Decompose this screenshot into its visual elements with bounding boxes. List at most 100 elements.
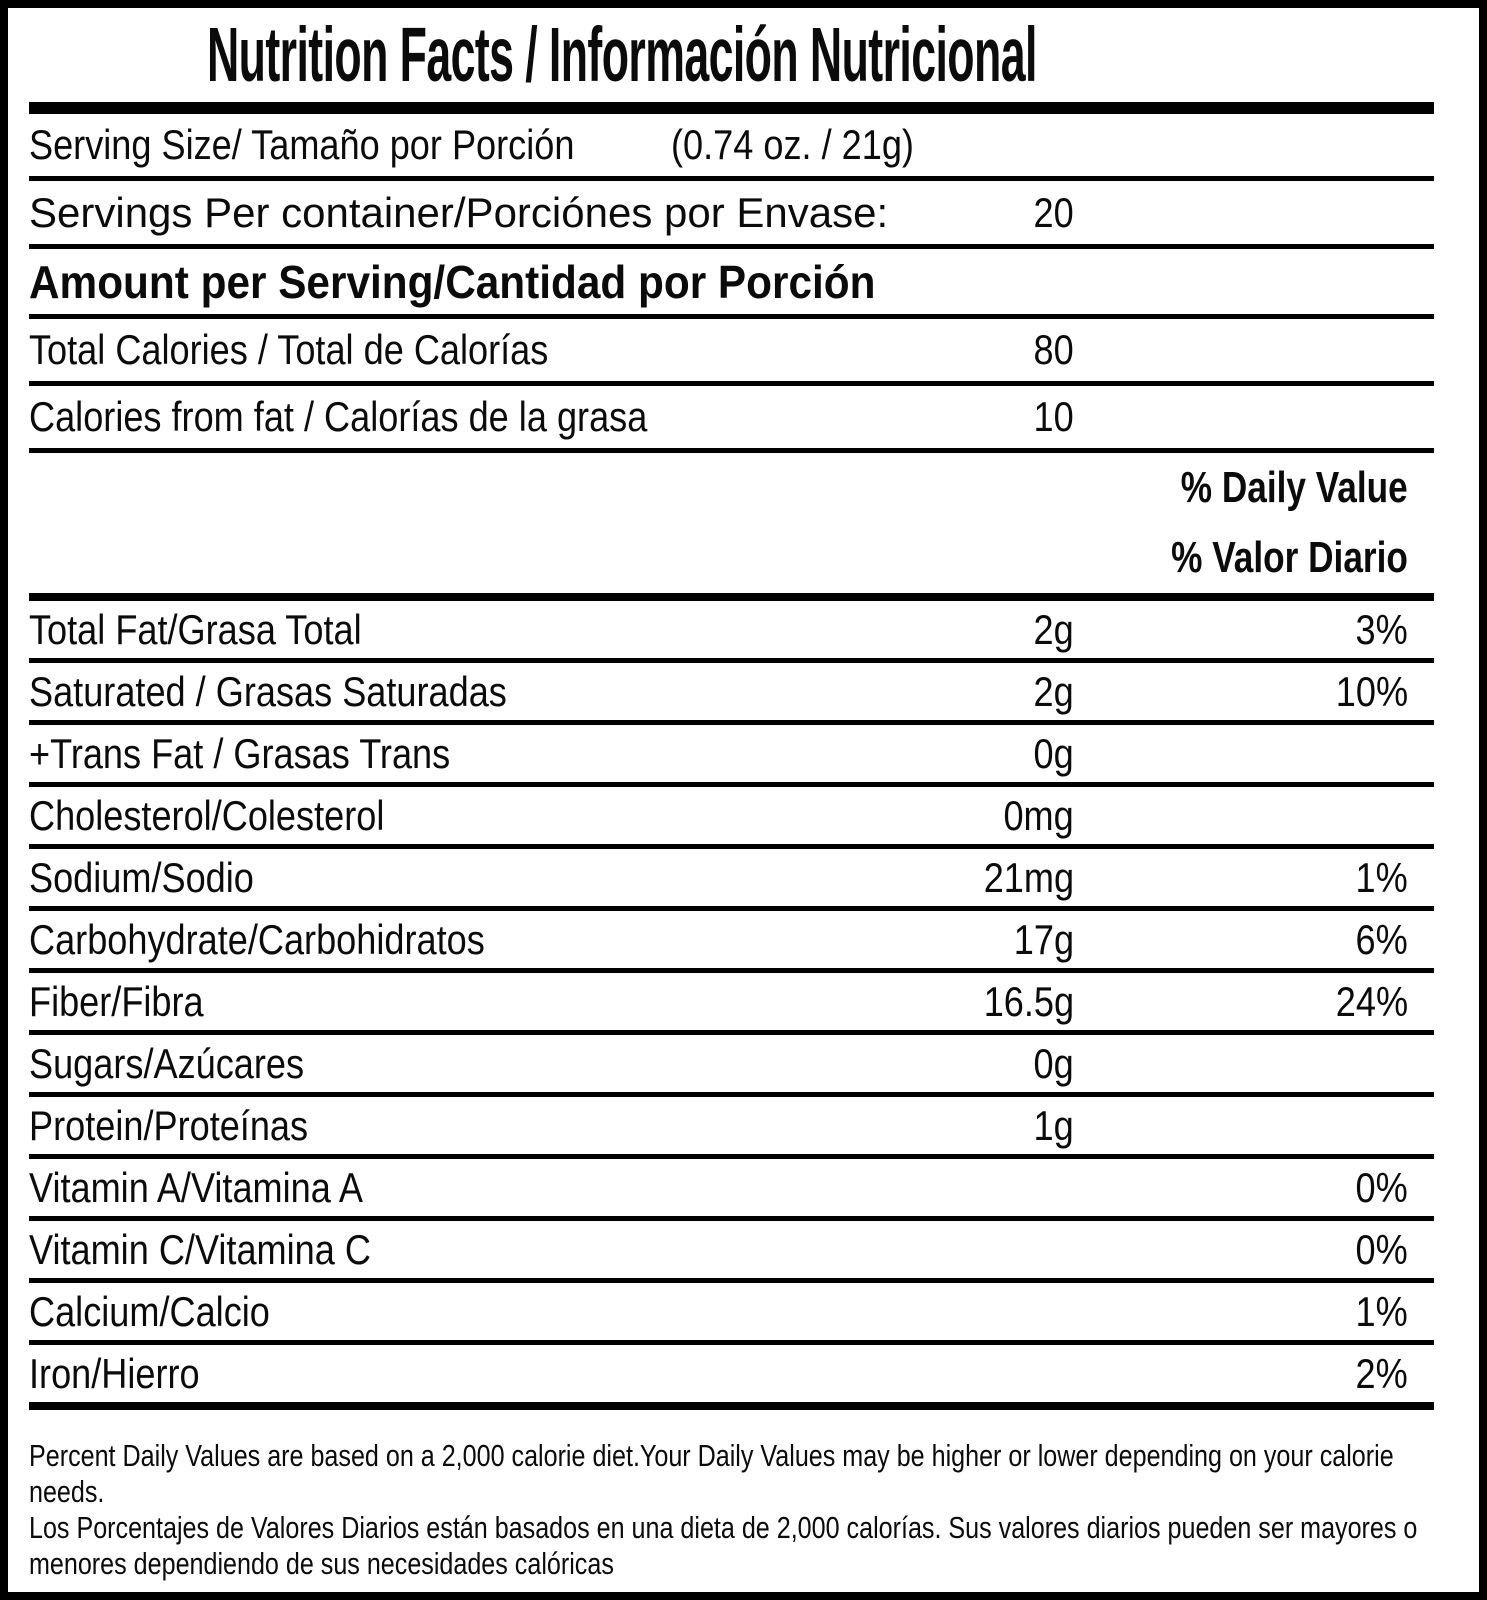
- nutrient-dv-cell: 1%: [1074, 854, 1434, 902]
- calories-from-fat-value: 10: [1033, 393, 1074, 440]
- footnote-english: Percent Daily Values are based on a 2,00…: [29, 1438, 1394, 1509]
- calories-from-fat-label: Calories from fat / Calorías de la grasa: [29, 393, 648, 440]
- total-calories-row: Total Calories / Total de Calorías 80: [29, 319, 1434, 381]
- nutrient-label: Total Fat/Grasa Total: [29, 605, 362, 653]
- nutrient-dv-cell: 1%: [1074, 1288, 1434, 1336]
- nutrient-dv: 0%: [1355, 1225, 1408, 1273]
- nutrient-amount-cell: [874, 1303, 1074, 1321]
- nutrient-amount-cell: [874, 1365, 1074, 1383]
- servings-per-container-value: 20: [1033, 188, 1074, 236]
- total-calories-label: Total Calories / Total de Calorías: [29, 326, 549, 373]
- nutrient-row: Iron/Hierro 2%: [29, 1345, 1434, 1402]
- nutrient-row: Total Fat/Grasa Total 2g 3%: [29, 601, 1434, 658]
- row-divider: [29, 314, 1434, 319]
- nutrient-label-cell: Sugars/Azúcares: [29, 1040, 874, 1088]
- nutrient-amount-cell: 16.5g: [874, 978, 1074, 1026]
- nutrients-table: Total Fat/Grasa Total 2g 3% Saturated / …: [29, 601, 1434, 1402]
- row-divider: [29, 658, 1434, 663]
- label-title: Nutrition Facts / Información Nutriciona…: [207, 11, 1037, 98]
- nutrient-row: Carbohydrate/Carbohidratos 17g 6%: [29, 911, 1434, 968]
- nutrient-amount: 16.5g: [983, 977, 1074, 1025]
- nutrient-row: Sodium/Sodio 21mg 1%: [29, 849, 1434, 906]
- row-divider: [29, 1216, 1434, 1221]
- nutrient-dv-cell: 24%: [1074, 978, 1434, 1026]
- nutrient-row: Fiber/Fibra 16.5g 24%: [29, 973, 1434, 1030]
- nutrient-row: Saturated / Grasas Saturadas 2g 10%: [29, 663, 1434, 720]
- nutrient-amount-cell: 2g: [874, 606, 1074, 654]
- nutrient-label-cell: Saturated / Grasas Saturadas: [29, 668, 874, 716]
- servings-per-container-row: Servings Per container/Porciónes por Env…: [29, 181, 1434, 244]
- nutrient-amount: 17g: [1013, 915, 1074, 963]
- nutrient-amount-cell: 1g: [874, 1102, 1074, 1150]
- header-divider-bar: [29, 102, 1434, 114]
- nutrient-label-cell: Vitamin C/Vitamina C: [29, 1226, 874, 1274]
- nutrient-dv-cell: 3%: [1074, 606, 1434, 654]
- serving-size-label: Serving Size/ Tamaño por Porción: [29, 121, 575, 168]
- nutrient-label: Sugars/Azúcares: [29, 1039, 305, 1087]
- nutrient-amount: 0mg: [1003, 791, 1074, 839]
- nutrient-label-cell: Iron/Hierro: [29, 1350, 874, 1398]
- nutrient-dv-cell: 0%: [1074, 1226, 1434, 1274]
- nutrient-amount: 0g: [1033, 1039, 1074, 1087]
- nutrient-label: Protein/Proteínas: [29, 1101, 309, 1149]
- nutrient-dv-cell: 10%: [1074, 668, 1434, 716]
- nutrient-row: Vitamin C/Vitamina C 0%: [29, 1221, 1434, 1278]
- nutrient-amount: 2g: [1033, 605, 1074, 653]
- nutrient-label: Sodium/Sodio: [29, 853, 254, 901]
- nutrient-dv: 1%: [1355, 1287, 1408, 1335]
- nutrient-label: Cholesterol/Colesterol: [29, 791, 385, 839]
- nutrient-amount-cell: 2g: [874, 668, 1074, 716]
- total-calories-amount: 80: [874, 326, 1074, 374]
- nutrient-row: +Trans Fat / Grasas Trans 0g: [29, 725, 1434, 782]
- nutrient-amount-cell: 0g: [874, 1040, 1074, 1088]
- amount-per-serving-cell: Amount per Serving/Cantidad por Porción: [29, 255, 1434, 309]
- nutrient-dv: 6%: [1355, 915, 1408, 963]
- row-divider: [29, 1154, 1434, 1159]
- nutrient-amount-cell: 17g: [874, 916, 1074, 964]
- nutrient-amount: 1g: [1033, 1101, 1074, 1149]
- nutrient-dv-cell: [1074, 1117, 1434, 1135]
- nutrient-dv-cell: 0%: [1074, 1164, 1434, 1212]
- nutrient-row: Cholesterol/Colesterol 0mg: [29, 787, 1434, 844]
- total-calories-value: 80: [1033, 326, 1074, 373]
- nutrient-dv: 10%: [1335, 667, 1408, 715]
- nutrient-dv: 0%: [1355, 1163, 1408, 1211]
- nutrient-label: Calcium/Calcio: [29, 1287, 270, 1335]
- nutrient-amount: 2g: [1033, 667, 1074, 715]
- nutrient-dv-cell: 2%: [1074, 1350, 1434, 1398]
- row-divider: [29, 448, 1434, 453]
- row-divider: [29, 968, 1434, 973]
- row-divider: [29, 1278, 1434, 1283]
- nutrient-label: Carbohydrate/Carbohidratos: [29, 915, 485, 963]
- nutrient-dv: 1%: [1355, 853, 1408, 901]
- nutrient-label: Vitamin C/Vitamina C: [29, 1225, 371, 1273]
- row-divider: [29, 720, 1434, 725]
- daily-value-heading-en: % Daily Value: [1181, 463, 1408, 512]
- nutrient-dv: 3%: [1355, 605, 1408, 653]
- nutrient-label: +Trans Fat / Grasas Trans: [29, 729, 451, 777]
- nutrient-amount-cell: [874, 1179, 1074, 1197]
- daily-value-heading-es: % Valor Diario: [1171, 533, 1408, 582]
- nutrient-dv-cell: 6%: [1074, 916, 1434, 964]
- nutrient-amount-cell: 21mg: [874, 854, 1074, 902]
- servings-per-container-amount: 20: [874, 189, 1074, 237]
- nutrient-label-cell: Protein/Proteínas: [29, 1102, 874, 1150]
- row-divider: [29, 844, 1434, 849]
- section-divider-thick: [29, 1402, 1434, 1410]
- serving-size-cell: Serving Size/ Tamaño por Porción (0.74 oz…: [29, 121, 1434, 169]
- label-header: Nutrition Facts / Información Nutriciona…: [29, 8, 1434, 102]
- nutrient-row: Vitamin A/Vitamina A 0%: [29, 1159, 1434, 1216]
- nutrient-amount-cell: 0mg: [874, 792, 1074, 840]
- nutrient-amount: 0g: [1033, 729, 1074, 777]
- daily-value-heading-block: % Daily Value % Valor Diario: [29, 453, 1434, 593]
- row-divider: [29, 244, 1434, 249]
- row-divider: [29, 381, 1434, 386]
- row-divider: [29, 906, 1434, 911]
- row-divider: [29, 1340, 1434, 1345]
- nutrient-label-cell: Cholesterol/Colesterol: [29, 792, 874, 840]
- nutrient-row: Protein/Proteínas 1g: [29, 1097, 1434, 1154]
- serving-size-value: (0.74 oz. / 21g): [671, 121, 915, 168]
- nutrient-label-cell: +Trans Fat / Grasas Trans: [29, 730, 874, 778]
- section-divider-thick: [29, 593, 1434, 601]
